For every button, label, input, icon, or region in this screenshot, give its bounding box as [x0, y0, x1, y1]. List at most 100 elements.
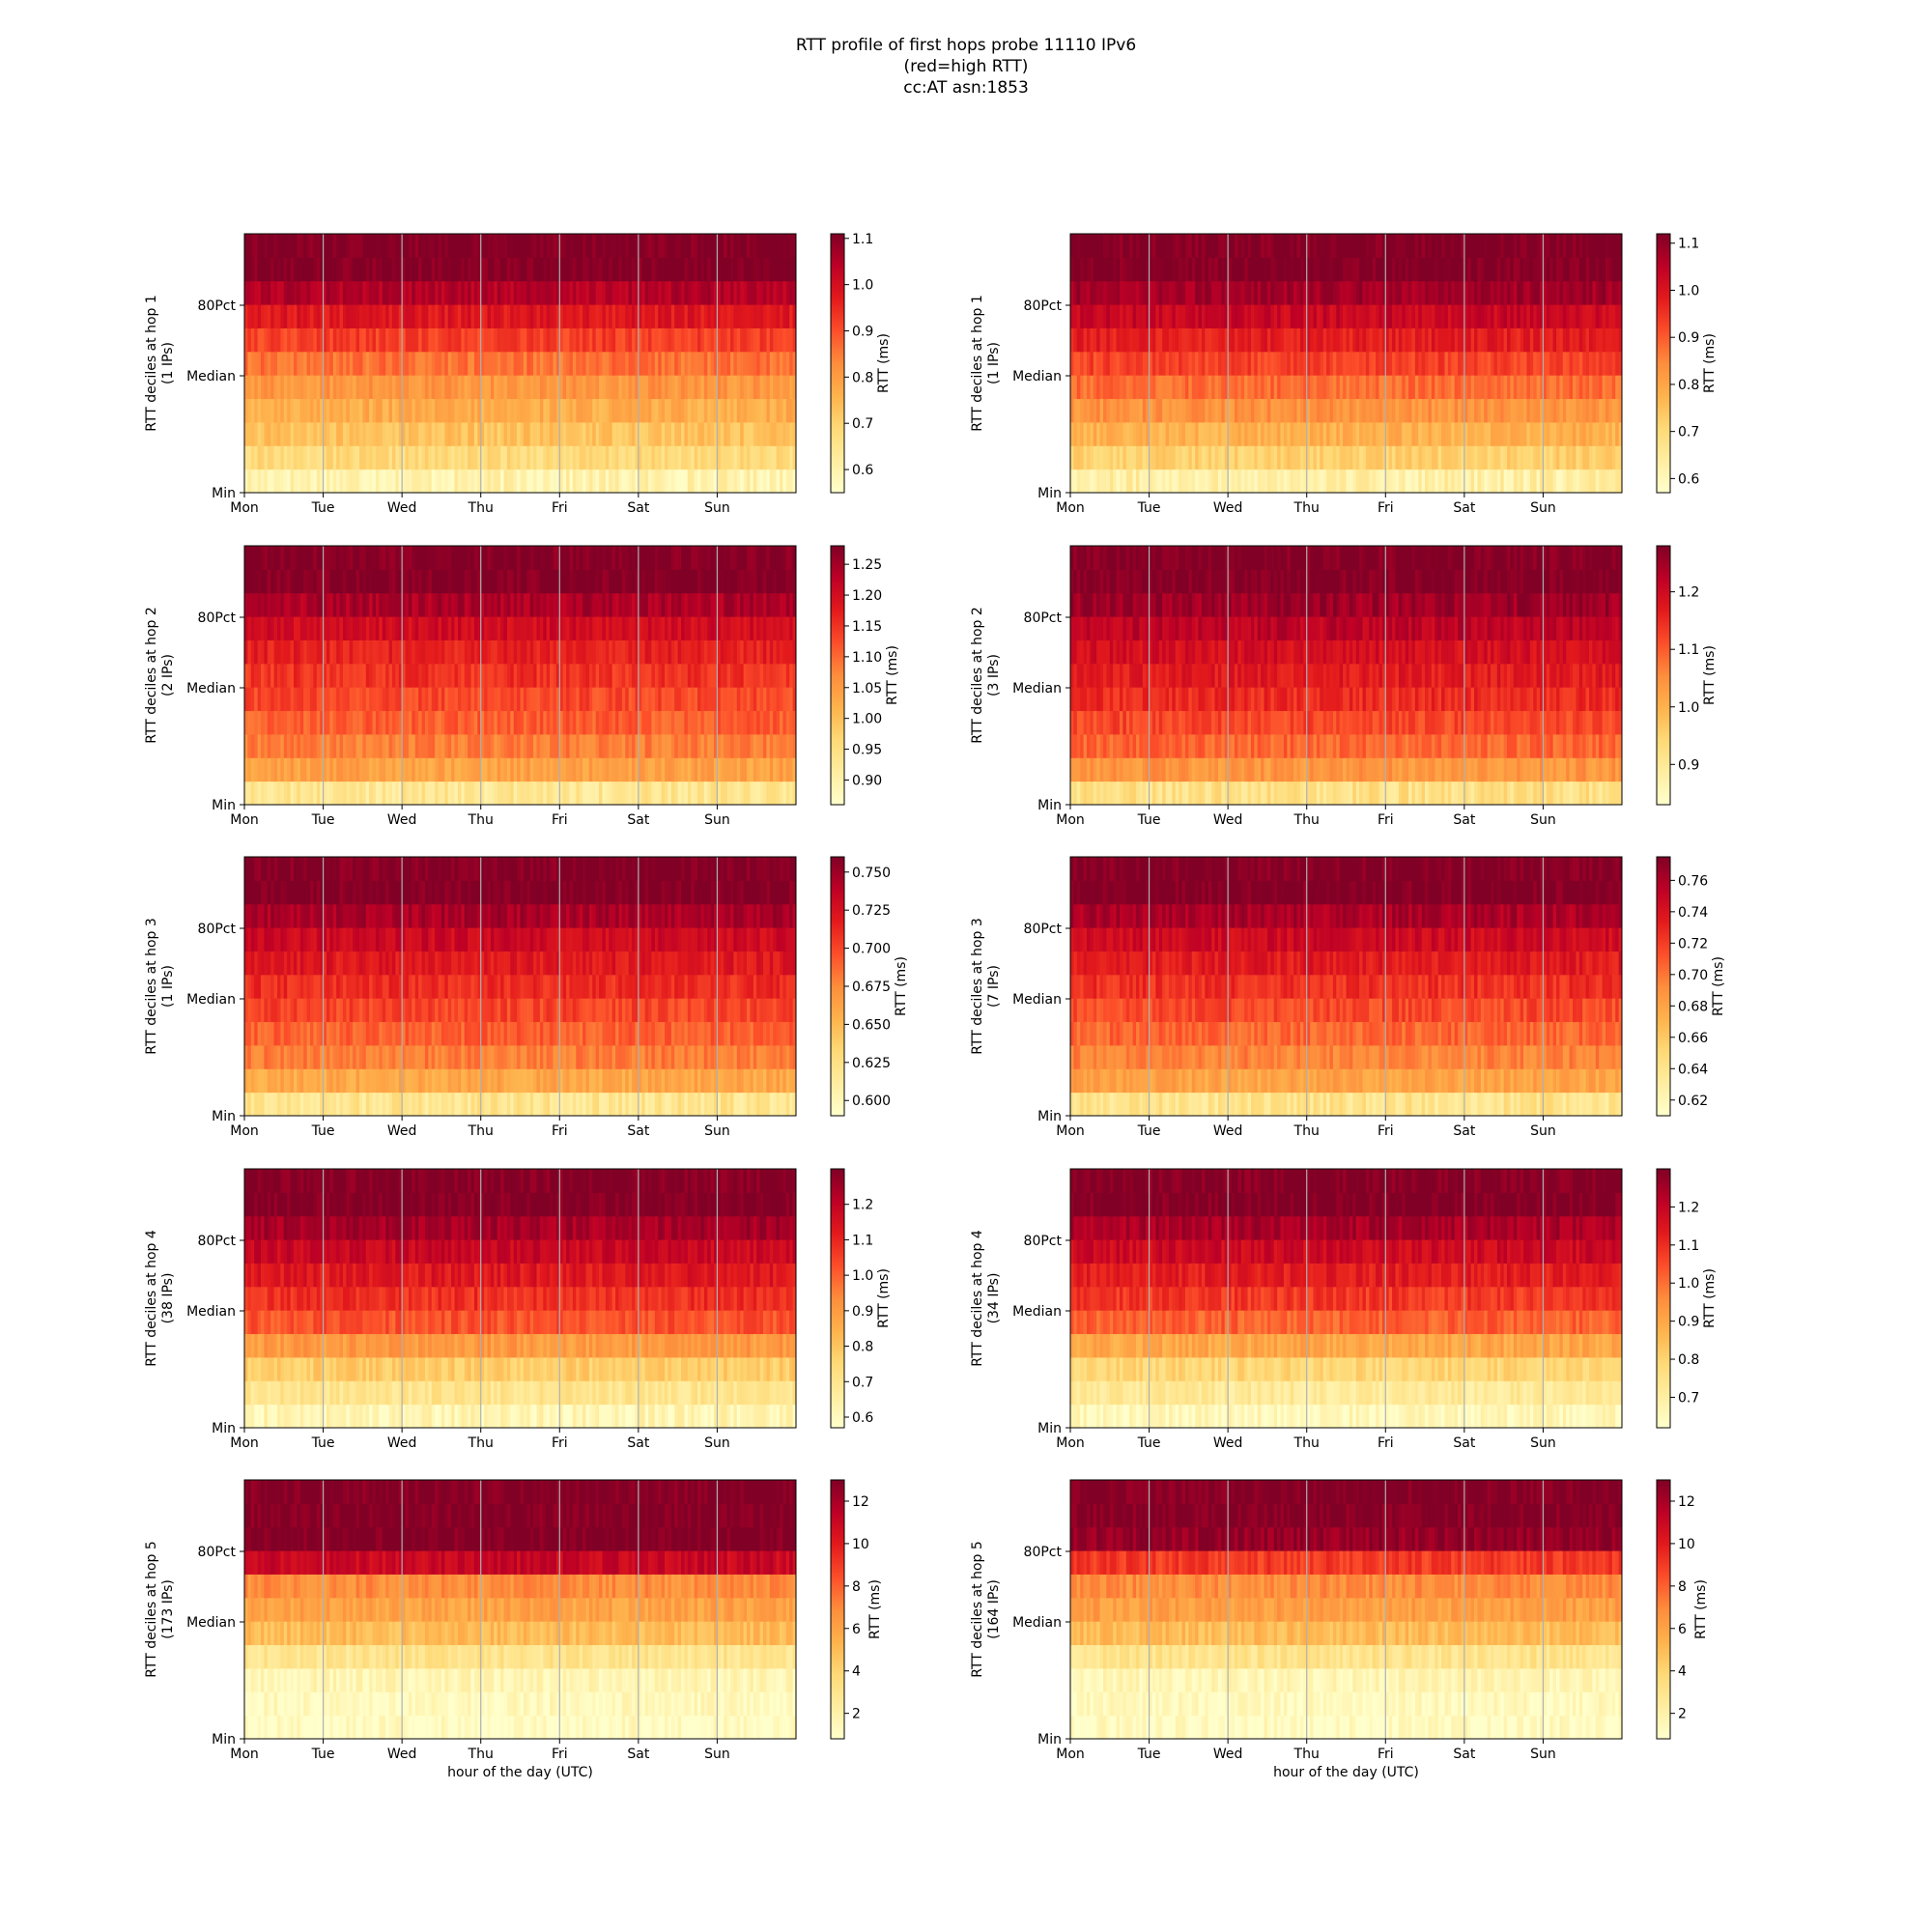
heatmap-cell [480, 710, 485, 735]
heatmap-cell [529, 375, 534, 400]
heatmap-cell [1540, 398, 1544, 423]
heatmap-cell [440, 639, 445, 665]
heatmap-cell [494, 257, 498, 282]
heatmap-cell [365, 257, 370, 282]
heatmap-cell [707, 280, 712, 305]
heatmap-cell [290, 257, 295, 282]
heatmap-cell [447, 733, 452, 758]
heatmap-cell [1224, 304, 1229, 328]
heatmap-cell [717, 234, 722, 258]
heatmap-cell [299, 757, 304, 782]
heatmap-cell [358, 280, 363, 305]
heatmap-cell [658, 687, 663, 712]
heatmap-cell [1496, 351, 1501, 376]
heatmap-cell [1083, 469, 1088, 494]
heatmap-cell [1461, 398, 1465, 423]
heatmap-cell [303, 781, 308, 806]
heatmap-cell [1346, 304, 1350, 328]
heatmap-cell [398, 304, 403, 328]
heatmap-cell [1224, 257, 1229, 282]
heatmap-cell [264, 616, 269, 640]
heatmap-cell [1441, 421, 1445, 446]
heatmap-cell [293, 234, 298, 258]
heatmap-cell [306, 639, 311, 665]
heatmap-cell [402, 639, 407, 665]
heatmap-cell [412, 280, 416, 305]
heatmap-cell [1277, 445, 1282, 470]
heatmap-cell [1447, 351, 1452, 376]
heatmap-cell [1388, 398, 1393, 423]
heatmap-cell [1388, 280, 1393, 305]
heatmap-cell [691, 781, 696, 806]
heatmap-cell [1179, 351, 1183, 376]
heatmap-cell [414, 327, 419, 353]
heatmap-cell [1198, 469, 1203, 494]
heatmap-cell [736, 398, 741, 423]
heatmap-cell [747, 327, 751, 353]
heatmap-cell [1296, 234, 1301, 258]
heatmap-cell [355, 639, 360, 665]
heatmap-cell [1254, 469, 1259, 494]
heatmap-cell [533, 445, 537, 470]
heatmap-cell [1398, 445, 1403, 470]
heatmap-cell [260, 304, 265, 328]
heatmap-cell [661, 469, 666, 494]
heatmap-cell [323, 327, 327, 353]
heatmap-cell [726, 257, 731, 282]
heatmap-cell [533, 757, 537, 782]
heatmap-cell [1510, 327, 1515, 353]
heatmap-cell [306, 469, 311, 494]
heatmap-cell [299, 280, 304, 305]
heatmap-cell [572, 257, 577, 282]
heatmap-cell [611, 398, 616, 423]
heatmap-cell [1270, 351, 1275, 376]
heatmap-cell [464, 351, 469, 376]
y-axis-sublabel: (1 IPs) [986, 342, 1002, 384]
heatmap-cell [1191, 398, 1196, 423]
heatmap-cell [1135, 257, 1140, 282]
heatmap-cell [1562, 280, 1567, 305]
heatmap-cell [264, 663, 269, 688]
heatmap-cell [1165, 257, 1170, 282]
heatmap-cell [1135, 421, 1140, 446]
heatmap-cell [700, 733, 705, 758]
heatmap-cell [513, 351, 518, 376]
heatmap-cell [379, 469, 384, 494]
heatmap-cell [1585, 398, 1590, 423]
heatmap-cell [297, 687, 301, 712]
heatmap-cell [677, 687, 682, 712]
heatmap-cell [1146, 375, 1151, 400]
heatmap-cell [1392, 398, 1396, 423]
heatmap-cell [1500, 375, 1505, 400]
heatmap-cell [724, 639, 728, 665]
heatmap-cell [276, 280, 281, 305]
heatmap-cell [750, 781, 754, 806]
heatmap-cell [1480, 280, 1485, 305]
heatmap-cell [694, 398, 698, 423]
heatmap-cell [674, 304, 679, 328]
heatmap-cell [1372, 351, 1377, 376]
heatmap-cell [1261, 445, 1265, 470]
heatmap-cell [1552, 398, 1557, 423]
heatmap-cell [789, 351, 794, 376]
heatmap-cell [726, 375, 731, 400]
heatmap-cell [287, 304, 292, 328]
heatmap-cell [461, 469, 466, 494]
heatmap-cell [1369, 421, 1374, 446]
heatmap-cell [625, 280, 630, 305]
heatmap-cell [694, 733, 698, 758]
colorbar-gradient [830, 233, 845, 494]
heatmap-cell [684, 257, 689, 282]
heatmap-cell [1463, 421, 1468, 446]
heatmap-cell [1086, 234, 1091, 258]
heatmap-cell [1556, 469, 1560, 494]
heatmap-cell [332, 257, 337, 282]
heatmap-cell [1421, 280, 1426, 305]
heatmap-cell [264, 257, 269, 282]
heatmap-cell [355, 663, 360, 688]
heatmap-cell [579, 639, 583, 665]
heatmap-cell [1388, 445, 1393, 470]
heatmap-cell [726, 304, 731, 328]
heatmap-cell [782, 398, 787, 423]
heatmap-cell [388, 687, 393, 712]
